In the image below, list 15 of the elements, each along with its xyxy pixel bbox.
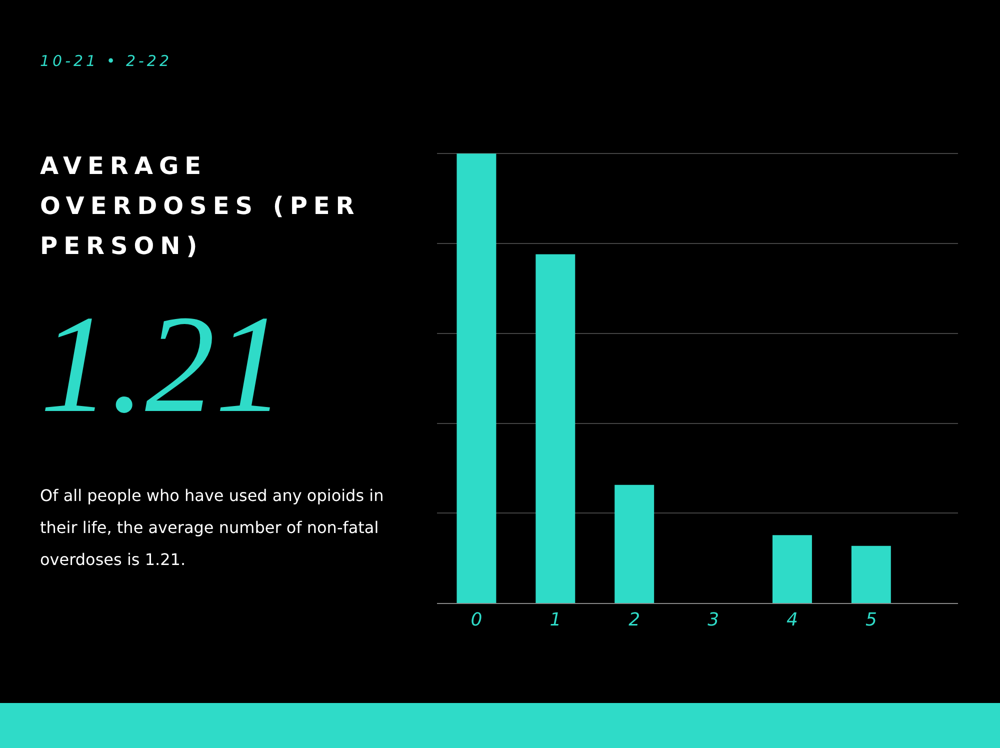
bar — [536, 254, 576, 603]
bar — [772, 535, 812, 603]
x-tick-label: 2 — [628, 610, 640, 631]
bar — [851, 546, 891, 603]
text: 10-21 • 2-22 — [40, 52, 172, 70]
bar — [614, 484, 654, 603]
x-tick-label: 3 — [708, 610, 720, 631]
x-tick-label: 5 — [865, 610, 877, 631]
x-tick-label: 4 — [786, 610, 798, 631]
text: Of all people who have used any opioids in their life, the average number of non-fatal overdoses is 1.21. — [40, 485, 385, 571]
text: 1.21 — [40, 287, 285, 442]
bar — [456, 154, 496, 603]
text: AVERAGE OVERDOSES (PER PERSON) — [40, 151, 362, 262]
x-tick-label: 0 — [470, 610, 482, 631]
x-tick-label: 1 — [550, 610, 562, 631]
